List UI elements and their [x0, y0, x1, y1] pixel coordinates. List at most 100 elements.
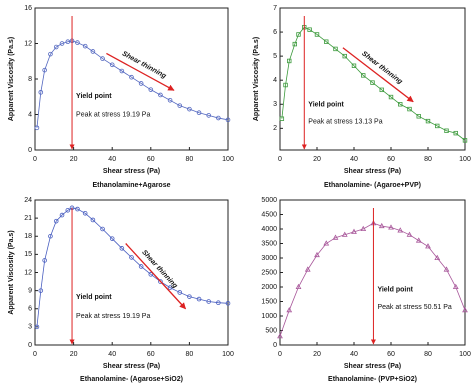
marker [59, 212, 65, 218]
yield-label: Yield point [377, 287, 413, 294]
marker [34, 324, 40, 330]
marker [148, 272, 154, 277]
x-tick-label: 20 [70, 156, 78, 163]
x-tick-label: 60 [147, 156, 155, 163]
y-tick-label: 3000 [261, 255, 277, 262]
panel-title: Ethanolamine- (PVP+SiO2) [328, 376, 417, 383]
marker [370, 80, 375, 85]
marker [287, 58, 292, 64]
y-tick-label: 2 [273, 125, 277, 132]
marker [138, 264, 144, 269]
marker [75, 40, 80, 45]
y-tick-label: 2000 [261, 284, 277, 291]
marker [462, 138, 468, 143]
series-line [36, 40, 229, 128]
marker [216, 115, 221, 121]
marker [206, 113, 212, 118]
marker [332, 234, 339, 240]
x-tick-label: 0 [278, 156, 282, 163]
panel-title: Ethanolamine+Agarose [93, 182, 171, 189]
marker [360, 225, 367, 231]
y-tick-label: 500 [265, 327, 277, 334]
marker [90, 49, 96, 54]
marker [177, 290, 183, 295]
marker [38, 288, 44, 293]
marker [452, 283, 459, 289]
marker [397, 227, 404, 233]
y-tick-label: 4000 [261, 226, 277, 233]
marker [129, 255, 134, 260]
marker [167, 98, 173, 103]
marker [129, 74, 134, 80]
marker [341, 231, 348, 237]
y-tick-label: 24 [24, 197, 32, 204]
marker [177, 103, 183, 108]
marker [38, 90, 44, 95]
panel-title: Ethanolamine- (Agarose+SiO2) [80, 376, 183, 383]
panel-title: Ethanolamine- (Agaroe+PVP) [324, 182, 421, 189]
marker [48, 233, 53, 239]
trend-arrow [106, 52, 175, 91]
marker [82, 210, 88, 216]
marker [167, 285, 173, 290]
marker [416, 114, 421, 119]
marker [42, 258, 47, 263]
marker [415, 237, 422, 243]
marker [34, 125, 40, 131]
y-tick-label: 4 [28, 111, 32, 118]
marker [283, 82, 288, 88]
x-tick-label: 0 [33, 351, 37, 358]
y-tick-label: 12 [24, 40, 32, 47]
x-tick-label: 80 [186, 156, 194, 163]
peak-label: Peak at stress 19.19 Pa [76, 111, 150, 118]
y-tick-label: 4 [273, 77, 277, 84]
marker [148, 87, 154, 92]
y-tick-label: 1000 [261, 313, 277, 320]
y-tick-label: 12 [24, 269, 32, 276]
marker [100, 226, 105, 232]
marker [444, 128, 449, 133]
marker [225, 301, 231, 306]
marker [435, 123, 440, 129]
marker [206, 299, 212, 304]
marker [109, 62, 115, 68]
marker [109, 236, 115, 241]
y-tick-label: 21 [24, 215, 32, 222]
y-tick-label: 3500 [261, 240, 277, 247]
marker [65, 39, 71, 45]
y-tick-label: 6 [273, 29, 277, 36]
marker [119, 246, 125, 251]
x-tick-label: 40 [108, 156, 116, 163]
y-tick-label: 4500 [261, 211, 277, 218]
plot-frame [279, 7, 466, 151]
marker [378, 222, 385, 229]
trend-label: Shear thinning [140, 249, 179, 290]
marker [53, 218, 59, 224]
marker [388, 224, 394, 230]
trend-arrow [342, 47, 414, 103]
marker [187, 106, 192, 112]
trend-label: Shear thinning [360, 50, 404, 86]
marker [351, 63, 357, 68]
marker [216, 300, 221, 306]
x-tick-label: 60 [387, 351, 395, 358]
marker [59, 41, 65, 46]
y-tick-label: 15 [24, 251, 32, 258]
marker [425, 243, 431, 249]
marker [65, 207, 71, 213]
marker [158, 92, 163, 98]
marker [406, 231, 413, 237]
peak-label: Peak at stress 19.19 Pa [76, 313, 150, 320]
x-tick-label: 100 [222, 156, 234, 163]
x-tick-label: 100 [222, 351, 234, 358]
x-tick-label: 80 [186, 351, 194, 358]
marker [279, 116, 285, 121]
trend-arrow [125, 243, 187, 310]
x-tick-label: 60 [147, 351, 155, 358]
y-tick-label: 16 [24, 5, 32, 12]
y-tick-label: 5 [273, 53, 277, 60]
y-tick-label: 1500 [261, 298, 277, 305]
marker [314, 32, 320, 37]
y-tick-label: 9 [28, 287, 32, 294]
